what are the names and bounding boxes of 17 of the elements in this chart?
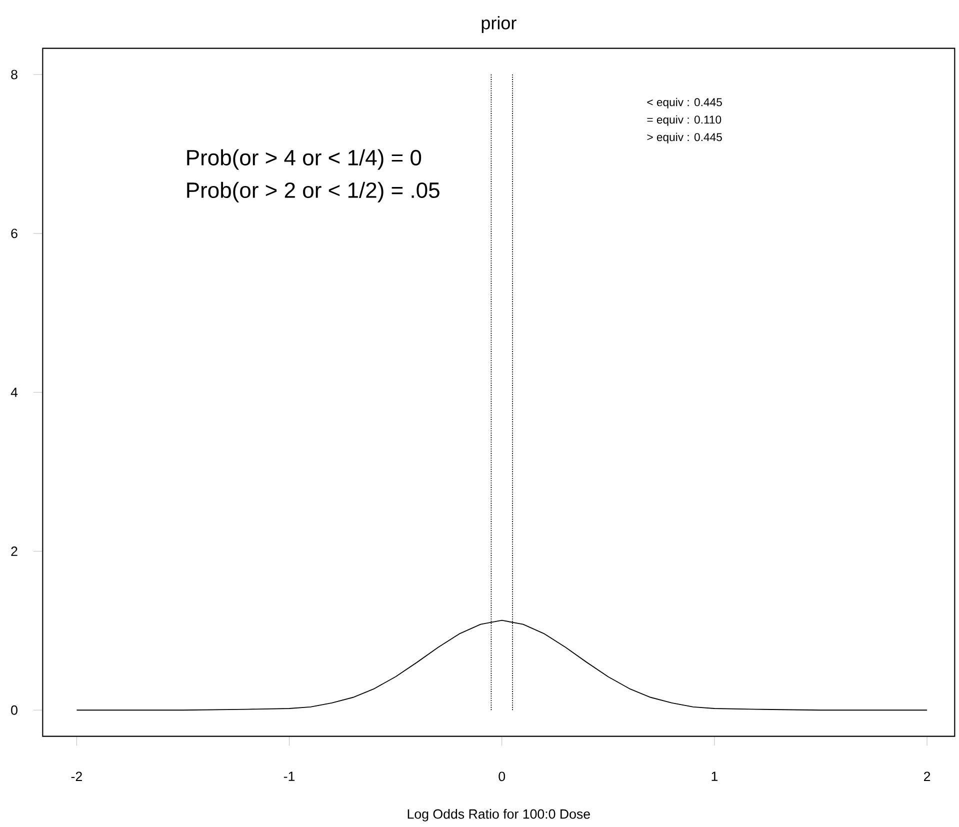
y-tick-label: 0 <box>11 705 18 715</box>
y-tick-label: 8 <box>11 70 18 80</box>
y-tick-label: 2 <box>11 546 18 556</box>
y-tick-label: 6 <box>11 228 18 238</box>
annotation: Prob(or > 4 or < 1/4) = 0 <box>187 149 422 170</box>
annotation: = equiv : 0.110 <box>647 115 722 126</box>
annotation: < equiv : 0.445 <box>647 98 722 108</box>
x-axis-title: Log Odds Ratio for 100:0 Dose <box>408 808 590 822</box>
x-tick-label: 2 <box>924 772 930 782</box>
x-tick-label: -1 <box>284 772 295 781</box>
y-tick-label: 4 <box>10 388 18 397</box>
annotation: Prob(or > 2 or < 1/2) = .05 <box>187 182 440 202</box>
chart-title: prior <box>482 16 516 33</box>
x-tick-label: 1 <box>712 772 718 781</box>
x-tick-label: 0 <box>498 772 506 782</box>
annotation: > equiv : 0.445 <box>647 132 722 144</box>
x-tick-label: -2 <box>71 772 82 782</box>
